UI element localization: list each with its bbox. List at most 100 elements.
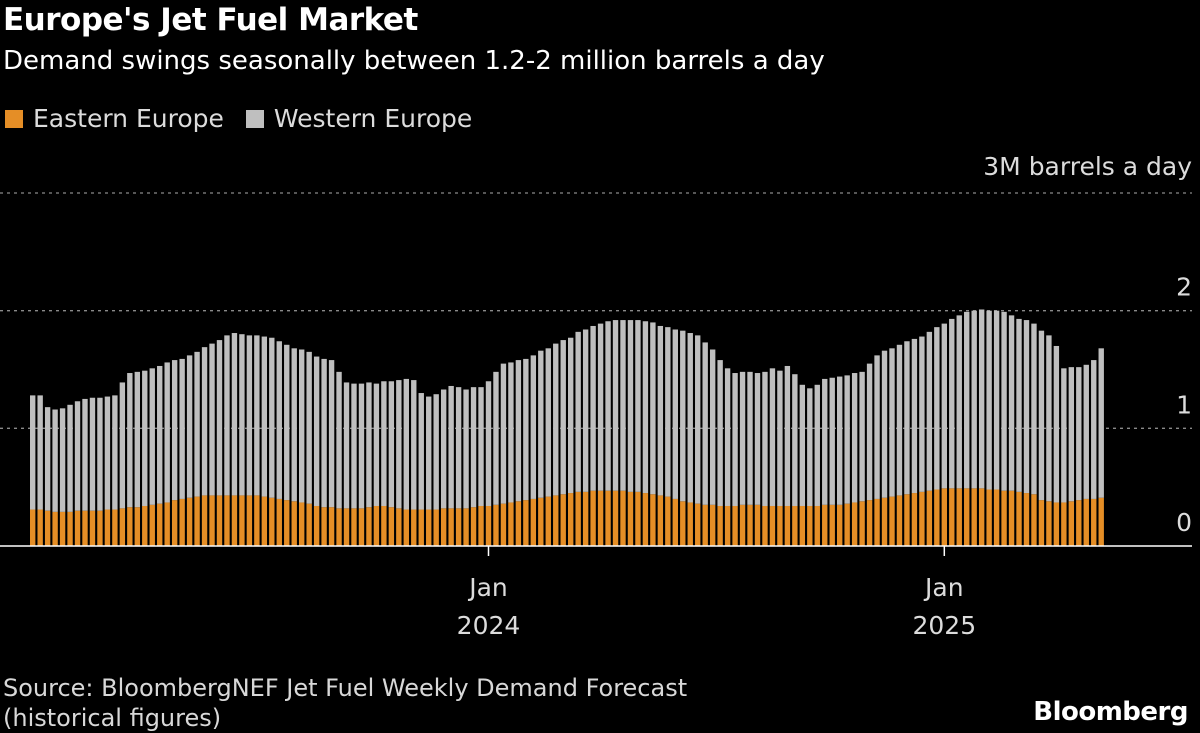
bar-western-europe-142	[1091, 360, 1097, 499]
bar-eastern-europe-83	[650, 494, 656, 546]
bar-western-europe-114	[881, 350, 888, 498]
bar-western-europe-132	[1016, 318, 1022, 492]
bar-western-europe-118	[911, 338, 918, 494]
bar-eastern-europe-117	[904, 494, 910, 546]
bar-western-europe-126	[971, 310, 977, 489]
bar-western-europe-104	[807, 388, 813, 506]
bar-eastern-europe-143	[1098, 497, 1104, 546]
bar-eastern-europe-55	[440, 508, 447, 546]
bar-western-europe-28	[239, 334, 245, 496]
bar-western-europe-73	[575, 331, 581, 492]
bar-western-europe-78	[612, 320, 619, 491]
bar-eastern-europe-4	[59, 511, 66, 546]
bar-eastern-europe-23	[201, 495, 208, 546]
bar-eastern-europe-6	[74, 510, 81, 546]
bar-western-europe-124	[956, 315, 962, 489]
bar-eastern-europe-60	[478, 505, 484, 546]
bar-western-europe-9	[97, 397, 103, 511]
bar-eastern-europe-98	[762, 505, 768, 546]
bar-western-europe-66	[523, 358, 529, 501]
bar-western-europe-133	[1023, 320, 1030, 494]
bar-eastern-europe-76	[597, 490, 604, 546]
bar-eastern-europe-120	[926, 490, 933, 546]
bar-western-europe-106	[822, 378, 828, 505]
bar-eastern-europe-29	[246, 495, 253, 546]
bar-eastern-europe-130	[1001, 490, 1007, 546]
bar-eastern-europe-31	[261, 496, 268, 546]
chart-title: Europe's Jet Fuel Market	[3, 2, 418, 38]
bar-eastern-europe-19	[171, 500, 178, 546]
bar-eastern-europe-70	[553, 495, 559, 546]
bar-eastern-europe-67	[530, 498, 537, 546]
bar-eastern-europe-127	[978, 488, 985, 546]
x-tick-label-month-0: Jan	[467, 573, 508, 602]
bar-eastern-europe-58	[463, 508, 469, 546]
bar-eastern-europe-140	[1076, 500, 1082, 546]
bar-western-europe-91	[709, 349, 716, 505]
legend-swatch-western-europe	[245, 109, 264, 128]
bar-western-europe-10	[104, 396, 111, 510]
bar-western-europe-75	[590, 325, 596, 491]
bar-eastern-europe-36	[299, 502, 305, 546]
bar-eastern-europe-9	[97, 510, 103, 546]
bar-western-europe-115	[889, 348, 895, 497]
bar-eastern-europe-112	[866, 500, 873, 546]
bar-western-europe-120	[926, 331, 933, 491]
bar-eastern-europe-135	[1038, 500, 1045, 546]
bar-eastern-europe-95	[739, 504, 746, 546]
bar-western-europe-68	[538, 350, 544, 498]
bar-western-europe-37	[306, 351, 312, 504]
bar-western-europe-125	[964, 311, 970, 489]
bar-western-europe-12	[119, 382, 126, 509]
bar-western-europe-103	[799, 384, 806, 506]
bar-eastern-europe-61	[485, 505, 492, 546]
bar-western-europe-135	[1038, 330, 1045, 501]
bar-eastern-europe-110	[851, 502, 858, 546]
bar-eastern-europe-133	[1023, 493, 1030, 546]
bar-western-europe-40	[328, 360, 335, 508]
bar-western-europe-23	[201, 347, 208, 496]
bar-eastern-europe-14	[134, 507, 140, 546]
bar-western-europe-109	[844, 375, 850, 504]
bar-eastern-europe-78	[612, 490, 619, 546]
bar-eastern-europe-10	[104, 509, 111, 546]
bar-western-europe-21	[186, 355, 193, 498]
bar-western-europe-116	[896, 344, 903, 496]
bar-western-europe-123	[949, 318, 955, 489]
bar-eastern-europe-109	[844, 503, 850, 546]
bar-western-europe-119	[919, 336, 925, 492]
bar-eastern-europe-43	[351, 508, 357, 546]
bar-eastern-europe-96	[747, 504, 753, 546]
bar-eastern-europe-137	[1053, 502, 1060, 546]
bar-eastern-europe-39	[321, 507, 327, 546]
bar-eastern-europe-71	[560, 494, 566, 546]
bar-eastern-europe-82	[642, 493, 649, 546]
bar-western-europe-32	[269, 337, 275, 498]
bar-eastern-europe-42	[343, 508, 350, 546]
bar-western-europe-47	[381, 381, 387, 506]
bar-western-europe-25	[216, 340, 223, 496]
bar-western-europe-45	[366, 382, 372, 508]
bar-eastern-europe-111	[859, 501, 865, 546]
bar-western-europe-33	[276, 341, 282, 499]
legend-item-eastern-europe: Eastern Europe	[5, 104, 224, 133]
bar-eastern-europe-90	[702, 504, 708, 546]
bar-eastern-europe-69	[545, 496, 551, 546]
bar-western-europe-46	[373, 383, 380, 506]
bar-eastern-europe-123	[949, 488, 955, 546]
bar-eastern-europe-38	[313, 505, 320, 546]
bar-eastern-europe-34	[284, 500, 290, 546]
bar-western-europe-141	[1083, 364, 1089, 499]
bar-western-europe-92	[717, 360, 723, 506]
bar-eastern-europe-132	[1016, 491, 1022, 546]
y-tick-label-2: 2	[1176, 273, 1192, 302]
bar-eastern-europe-121	[934, 489, 940, 546]
bar-eastern-europe-35	[291, 501, 297, 546]
bar-western-europe-53	[426, 396, 432, 510]
bar-eastern-europe-5	[67, 511, 73, 546]
y-tick-label-0: 0	[1176, 508, 1192, 537]
bar-western-europe-55	[440, 389, 447, 509]
bar-western-europe-43	[351, 383, 357, 509]
bar-western-europe-8	[89, 397, 96, 511]
bar-western-europe-2	[44, 407, 51, 511]
